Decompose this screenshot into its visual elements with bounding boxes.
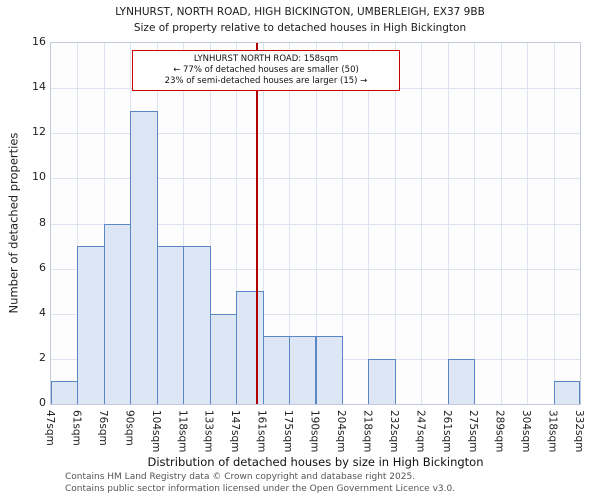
gridline-vertical <box>236 43 238 404</box>
gridline-vertical <box>527 43 529 404</box>
y-tick-label: 6 <box>39 260 46 274</box>
x-tick-label: 161sqm <box>255 410 268 453</box>
bar <box>236 291 264 404</box>
gridline-vertical <box>315 43 317 404</box>
x-tick-label: 133sqm <box>202 410 215 453</box>
y-tick-label: 4 <box>39 305 46 319</box>
gridline-vertical <box>500 43 502 404</box>
gridline-vertical <box>183 43 185 404</box>
y-tick-label: 14 <box>32 80 46 94</box>
x-tick-label: 76sqm <box>96 410 109 446</box>
annotation-line-2: ← 77% of detached houses are smaller (50… <box>173 65 359 76</box>
x-tick-label: 190sqm <box>308 410 321 453</box>
gridline-vertical <box>341 43 343 404</box>
x-tick-label: 61sqm <box>70 410 83 446</box>
x-tick-label: 47sqm <box>44 410 56 446</box>
bar <box>262 336 291 404</box>
y-tick-label: 8 <box>39 215 46 229</box>
x-tick-label: 118sqm <box>176 410 189 453</box>
x-tick-label: 147sqm <box>229 410 242 453</box>
footer-line-2: Contains public sector information licen… <box>65 484 456 495</box>
footer: Contains HM Land Registry data © Crown c… <box>65 471 455 495</box>
gridline-vertical <box>553 43 555 404</box>
gridline-vertical <box>77 43 79 404</box>
bar <box>156 246 185 404</box>
x-tick-label: 332sqm <box>573 410 585 453</box>
plot-area: LYNHURST NORTH ROAD: 158sqm ← 77% of det… <box>50 42 581 405</box>
gridline-vertical <box>262 43 264 404</box>
chart-subtitle: Size of property relative to detached ho… <box>133 22 467 34</box>
bar <box>368 358 396 404</box>
y-tick-label: 0 <box>39 396 46 409</box>
x-tick-label: 204sqm <box>334 410 347 453</box>
x-tick-label: 289sqm <box>493 410 506 453</box>
y-tick-label: 10 <box>32 170 46 184</box>
gridline-vertical <box>447 43 449 404</box>
bar <box>183 246 211 404</box>
bar <box>103 223 132 404</box>
x-tick-label: 104sqm <box>149 410 162 453</box>
x-tick-label: 261sqm <box>440 410 453 453</box>
gridline-vertical <box>209 43 211 404</box>
x-tick-label: 304sqm <box>520 410 533 453</box>
y-tick-label: 12 <box>32 125 46 139</box>
gridline-vertical <box>368 43 370 404</box>
x-tick-label: 232sqm <box>387 410 400 453</box>
gridline-vertical <box>474 43 476 404</box>
y-tick-label: 2 <box>39 350 46 364</box>
x-tick-label: 218sqm <box>361 410 374 453</box>
annotation-line-3: 23% of semi-detached houses are larger (… <box>164 76 368 87</box>
x-tick-label: 175sqm <box>282 410 295 453</box>
x-tick-label: 275sqm <box>467 410 480 453</box>
annotation-line-1: LYNHURST NORTH ROAD: 158sqm <box>193 54 339 64</box>
x-tick-label: 318sqm <box>546 410 559 453</box>
x-axis-label: Distribution of detached houses by size … <box>147 455 484 469</box>
gridline-vertical <box>289 43 291 404</box>
chart-title: LYNHURST, NORTH ROAD, HIGH BICKINGTON, U… <box>115 6 485 18</box>
gridline-vertical <box>421 43 423 404</box>
property-size-marker-line <box>256 43 258 404</box>
y-tick-label: 16 <box>32 35 46 48</box>
x-tick-label: 247sqm <box>414 410 427 453</box>
bar <box>447 358 476 404</box>
bar <box>553 381 580 404</box>
bar <box>209 313 238 404</box>
bar <box>289 336 317 404</box>
footer-line-1: Contains HM Land Registry data © Crown c… <box>65 472 416 482</box>
bar <box>77 246 105 404</box>
x-tick-label: 90sqm <box>123 410 136 446</box>
bar <box>130 110 158 404</box>
annotation-box: LYNHURST NORTH ROAD: 158sqm ← 77% of det… <box>132 50 400 92</box>
gridline-vertical <box>394 43 396 404</box>
bar <box>315 336 343 404</box>
bar <box>51 381 79 404</box>
